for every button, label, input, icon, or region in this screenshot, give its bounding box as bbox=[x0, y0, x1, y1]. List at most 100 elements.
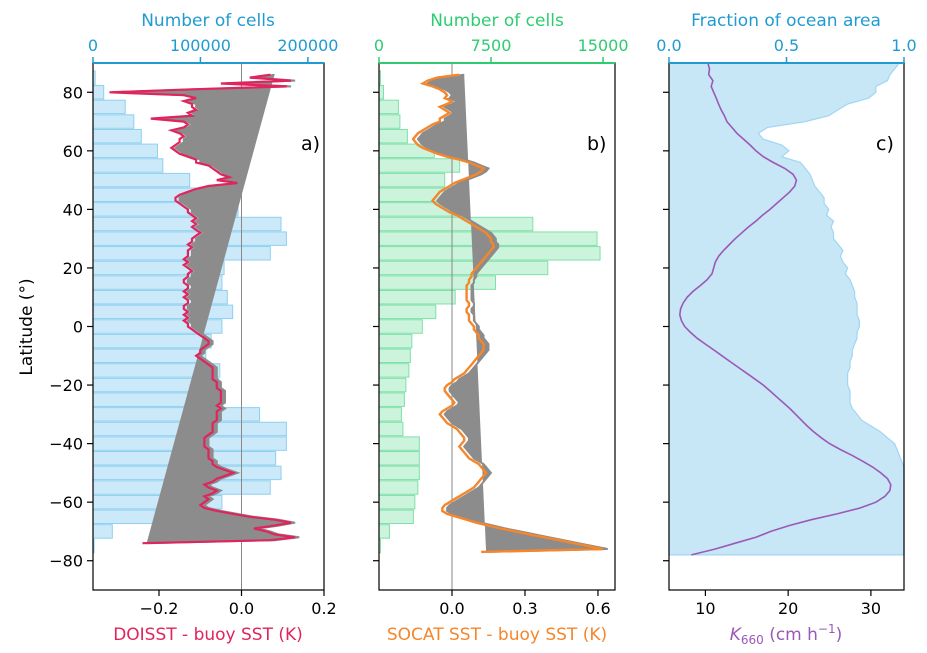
bar-b-25 bbox=[378, 436, 420, 451]
panel-a-top-xlabel: Number of cells bbox=[141, 11, 275, 31]
panel-b-series-line bbox=[411, 73, 604, 554]
top-tick-label: 0 bbox=[88, 36, 98, 55]
panel-c-xlabel-symbol: K bbox=[730, 625, 743, 645]
y-tick-label: −20 bbox=[49, 376, 83, 395]
bar-a-6 bbox=[92, 158, 164, 173]
y-tick-label: −60 bbox=[49, 493, 83, 512]
bar-b-29 bbox=[378, 494, 416, 510]
panel-b-bottom-ticks: 0.0 0.3 0.6 bbox=[439, 590, 611, 618]
panel-b-bars bbox=[378, 70, 601, 554]
bar-b-31 bbox=[378, 524, 390, 539]
bar-b-28 bbox=[378, 480, 419, 495]
bottom-tick-label: 0.6 bbox=[585, 599, 610, 618]
panel-a-y-ticks bbox=[87, 91, 93, 562]
bar-b-15 bbox=[378, 289, 456, 305]
panel-c-k660-line bbox=[678, 62, 892, 556]
panel-c-xlabel-close: ) bbox=[836, 625, 843, 645]
bar-b-10 bbox=[378, 216, 534, 232]
panel-b-top-ticks: 0 7500 15000 bbox=[374, 36, 629, 64]
y-tick-label: 20 bbox=[63, 259, 83, 278]
y-tick-label: −40 bbox=[49, 435, 83, 454]
bar-b-21 bbox=[378, 377, 407, 393]
bar-b-22 bbox=[378, 392, 405, 407]
bar-a-31 bbox=[92, 524, 113, 539]
bar-a-18 bbox=[92, 333, 212, 349]
bottom-tick-label: 0.0 bbox=[229, 599, 254, 618]
panel-a-series-line bbox=[109, 73, 296, 545]
panel-b-top-xlabel: Number of cells bbox=[430, 11, 564, 31]
bar-b-16 bbox=[378, 304, 437, 320]
panel-b-bottom-xlabel: SOCAT SST - buoy SST (K) bbox=[387, 625, 607, 645]
panel-c-top-xlabel: Fraction of ocean area bbox=[691, 11, 881, 31]
panel-c-top-ticks: 0.0 0.5 1.0 bbox=[656, 36, 917, 64]
bar-a-3 bbox=[92, 114, 135, 129]
bottom-tick-label: −0.2 bbox=[140, 599, 179, 618]
top-tick-label: 0.0 bbox=[656, 36, 681, 55]
y-tick-label: 80 bbox=[63, 83, 83, 102]
panel-a-label: a) bbox=[301, 133, 320, 155]
bar-a-5 bbox=[92, 143, 158, 159]
bar-b-13 bbox=[378, 260, 549, 276]
bar-b-30 bbox=[378, 509, 414, 525]
bar-a-4 bbox=[92, 128, 142, 144]
bar-a-16 bbox=[92, 304, 234, 320]
panel-c-ocean-fraction-area bbox=[668, 62, 905, 556]
y-axis-label: Latitude (°) bbox=[17, 278, 37, 375]
bar-b-17 bbox=[378, 319, 423, 334]
panel-c-label: c) bbox=[876, 133, 894, 155]
bar-a-23 bbox=[92, 407, 261, 422]
bar-a-10 bbox=[92, 216, 282, 232]
bar-b-26 bbox=[378, 451, 420, 466]
panel-b-y-ticks bbox=[373, 91, 379, 562]
panel-a-top-ticks: 0 100000 200000 bbox=[88, 36, 338, 64]
top-tick-label: 0.5 bbox=[774, 36, 799, 55]
bottom-tick-label: 10 bbox=[695, 599, 715, 618]
panel-c-bottom-ticks: 10 20 30 bbox=[695, 590, 881, 618]
bar-b-27 bbox=[378, 465, 420, 481]
panel-a: 80 60 40 20 0 −20 −40 −60 −80 0 100000 200000 −0.2… bbox=[49, 11, 338, 645]
bar-b-24 bbox=[378, 421, 404, 437]
y-tick-label: 40 bbox=[63, 200, 83, 219]
panel-c-y-ticks bbox=[663, 91, 669, 562]
panel-c-xlabel-superscript: −1 bbox=[818, 622, 836, 636]
bar-b-6 bbox=[378, 158, 461, 173]
bottom-tick-label: 20 bbox=[778, 599, 798, 618]
top-tick-label: 15000 bbox=[578, 36, 629, 55]
panel-c-xlabel-unit: (cm h bbox=[764, 625, 818, 645]
bar-b-14 bbox=[378, 275, 497, 290]
y-tick-labels: 80 60 40 20 0 −20 −40 −60 −80 bbox=[49, 83, 83, 570]
top-tick-label: 100000 bbox=[170, 36, 231, 55]
panel-a-bottom-xlabel: DOISST - buoy SST (K) bbox=[113, 625, 303, 645]
panel-c: 0.0 0.5 1.0 10 20 30 Fraction of ocean area … bbox=[656, 11, 916, 647]
bar-b-20 bbox=[378, 363, 410, 378]
bottom-tick-label: 30 bbox=[861, 599, 881, 618]
bar-b-2 bbox=[378, 99, 399, 115]
bar-a-19 bbox=[92, 348, 207, 364]
y-tick-label: 0 bbox=[73, 318, 83, 337]
bar-b-4 bbox=[378, 128, 408, 144]
bottom-tick-label: 0.0 bbox=[439, 599, 464, 618]
y-tick-label: 60 bbox=[63, 142, 83, 161]
panel-c-bottom-xlabel: K660 (cm h−1) bbox=[730, 622, 843, 647]
bar-b-23 bbox=[378, 407, 402, 422]
panel-b-uncertainty-band bbox=[416, 73, 608, 553]
y-tick-label: −80 bbox=[49, 552, 83, 571]
panel-b: 0 7500 15000 0.0 0.3 0.6 Number of cells SOC… bbox=[373, 11, 629, 645]
bar-a-12 bbox=[92, 246, 271, 261]
panel-b-label: b) bbox=[587, 133, 606, 155]
bar-a-2 bbox=[92, 99, 126, 115]
panel-c-xlabel-subscript: 660 bbox=[741, 633, 764, 647]
bar-b-3 bbox=[378, 114, 401, 129]
top-tick-label: 0 bbox=[374, 36, 384, 55]
top-tick-label: 7500 bbox=[471, 36, 512, 55]
panel-a-bottom-ticks: −0.2 0.0 0.2 bbox=[140, 590, 337, 618]
top-tick-label: 1.0 bbox=[891, 36, 916, 55]
top-tick-label: 200000 bbox=[277, 36, 338, 55]
bottom-tick-label: 0.2 bbox=[311, 599, 336, 618]
bar-a-7 bbox=[92, 172, 191, 188]
bar-b-7 bbox=[378, 172, 446, 188]
bar-b-19 bbox=[378, 348, 411, 364]
bar-b-18 bbox=[378, 333, 413, 349]
bar-b-1 bbox=[378, 85, 384, 100]
